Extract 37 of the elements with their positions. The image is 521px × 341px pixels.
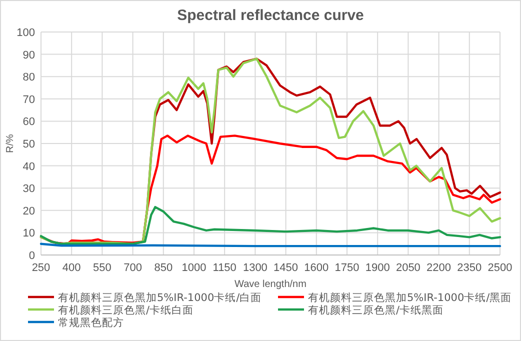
x-tick-label: 1150 bbox=[212, 262, 236, 274]
legend-label: 常规黑色配方 bbox=[58, 316, 124, 329]
legend-label: 有机颜料三原色黑/卡纸白面 bbox=[58, 304, 194, 316]
x-tick-label: 700 bbox=[124, 262, 142, 274]
y-tick-label: 20 bbox=[22, 205, 35, 218]
x-tick-label: 2050 bbox=[396, 262, 420, 274]
x-tick-label: 400 bbox=[62, 262, 81, 274]
x-tick-label: 1000 bbox=[182, 262, 206, 274]
y-tick-label: 0 bbox=[28, 250, 35, 262]
legend-label: 有机颜料三原色黑/卡纸黑面 bbox=[308, 304, 444, 316]
y-tick-label: 80 bbox=[22, 72, 35, 84]
y-tick-label: 90 bbox=[22, 49, 35, 62]
x-tick-label: 1450 bbox=[274, 262, 298, 274]
line-series bbox=[40, 206, 502, 245]
x-tick-label: 2350 bbox=[457, 262, 482, 274]
x-tick-label: 550 bbox=[93, 262, 112, 274]
y-tick-label: 50 bbox=[22, 138, 35, 150]
x-tick-label: 250 bbox=[32, 262, 50, 274]
x-tick-label: 1300 bbox=[242, 262, 268, 274]
y-tick-label: 10 bbox=[22, 228, 35, 240]
x-tick-label: 2200 bbox=[426, 262, 452, 274]
y-tick-label: 60 bbox=[22, 116, 35, 128]
y-tick-label: 100 bbox=[16, 27, 35, 39]
line-series bbox=[40, 58, 502, 245]
y-tick-label: 70 bbox=[22, 94, 35, 106]
x-tick-label: 2500 bbox=[488, 262, 512, 274]
x-tick-label: 1900 bbox=[365, 262, 390, 274]
y-tick-label: 30 bbox=[22, 183, 35, 196]
legend-label: 有机颜料三原色黑加5%IR-1000卡纸/黑面 bbox=[308, 291, 512, 304]
x-tick-label: 850 bbox=[154, 262, 173, 274]
chart-title: Spectral reflectance curve bbox=[177, 7, 364, 24]
x-tick-label: 1750 bbox=[334, 262, 360, 274]
y-tick-label: 40 bbox=[22, 160, 35, 173]
legend-label: 有机颜料三原色黑加5%IR-1000卡纸/白面 bbox=[58, 291, 262, 304]
x-tick-label: 1600 bbox=[304, 262, 329, 274]
x-axis-title: Wave length/nm bbox=[234, 279, 306, 290]
y-axis-title: R/% bbox=[5, 134, 16, 153]
